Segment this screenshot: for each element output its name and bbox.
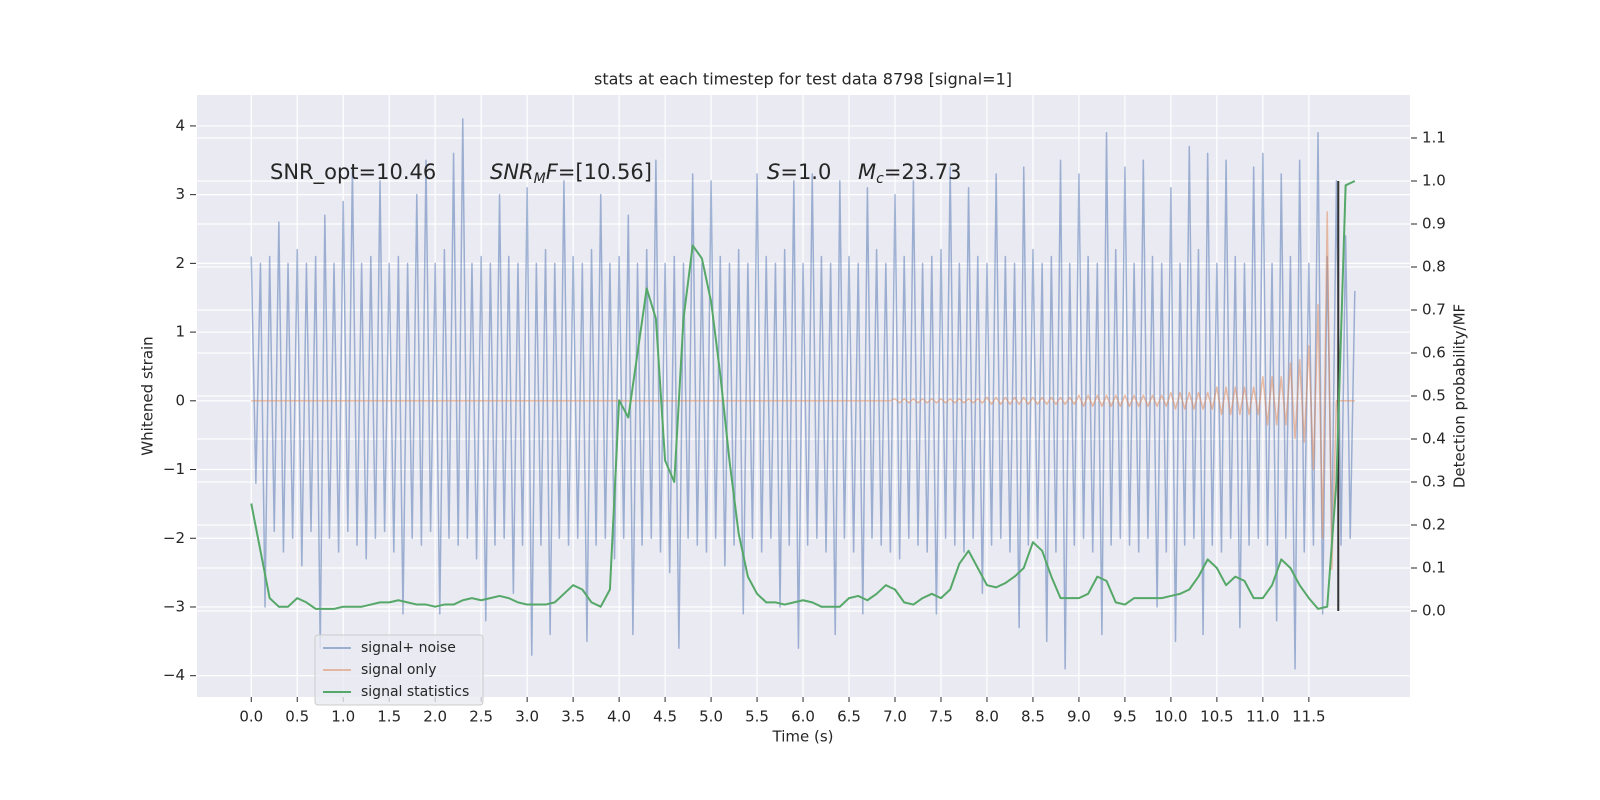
y-tick-label: −3 bbox=[163, 597, 185, 615]
y-tick-label: −2 bbox=[163, 529, 185, 547]
annotation-part: F bbox=[546, 160, 559, 184]
y2-tick-label: 0.4 bbox=[1422, 430, 1446, 448]
x-tick-label: 2.0 bbox=[423, 708, 447, 726]
x-tick-label: 10.5 bbox=[1200, 708, 1233, 726]
y-tick-label: −1 bbox=[163, 460, 185, 478]
legend-box bbox=[314, 634, 484, 706]
annotation-part: =[10.56] bbox=[558, 160, 652, 184]
axes: 0.0 0.5 1.0 1.5 2.0 2.5 3.0 3.5 4.0 4.5 5.0 5.5 6.0 6… bbox=[163, 116, 1446, 725]
x-tick-label: 4.0 bbox=[607, 708, 631, 726]
annotation-part: S bbox=[767, 160, 780, 184]
y2-tick-label: 0.7 bbox=[1422, 301, 1446, 319]
y2-tick-label: 0.9 bbox=[1422, 215, 1446, 233]
y2-tick-label: 0.8 bbox=[1422, 258, 1446, 276]
x-tick-label: 2.5 bbox=[469, 708, 493, 726]
annotation: Mc=23.73 bbox=[858, 160, 962, 187]
x-tick-label: 3.0 bbox=[515, 708, 539, 726]
annotation-part: =1.0 bbox=[780, 160, 831, 184]
x-tick-label: 3.5 bbox=[561, 708, 585, 726]
annotation-part: c bbox=[876, 171, 884, 187]
y-tick-label: −4 bbox=[163, 666, 185, 684]
x-tick-label: 1.5 bbox=[377, 708, 401, 726]
annotation: SNRMF=[10.56] bbox=[490, 160, 652, 187]
legend-label: signal+ noise bbox=[361, 640, 456, 656]
x-tick-label: 0.0 bbox=[239, 708, 263, 726]
x-tick-label: 5.5 bbox=[745, 708, 769, 726]
x-tick-label: 8.0 bbox=[975, 708, 999, 726]
y2-tick-label: 0.1 bbox=[1422, 559, 1446, 577]
x-tick-label: 6.0 bbox=[791, 708, 815, 726]
annotation-part: =23.73 bbox=[884, 160, 962, 184]
x-tick-label: 8.5 bbox=[1021, 708, 1045, 726]
y2-tick-label: 0.6 bbox=[1422, 344, 1446, 362]
x-tick-label: 11.0 bbox=[1246, 708, 1279, 726]
x-tick-label: 6.5 bbox=[837, 708, 861, 726]
x-tick-label: 1.0 bbox=[331, 708, 355, 726]
y-tick-label: 3 bbox=[175, 185, 185, 203]
y2-tick-label: 0.0 bbox=[1422, 602, 1446, 620]
annotation-part: M bbox=[858, 160, 876, 184]
legend-label: signal only bbox=[361, 662, 436, 678]
x-tick-label: 4.5 bbox=[653, 708, 677, 726]
y2-tick-label: 1.1 bbox=[1422, 129, 1446, 147]
annotation-part: M bbox=[534, 171, 546, 187]
annotation: S=1.0 bbox=[767, 160, 831, 184]
y-tick-label: 2 bbox=[175, 254, 185, 272]
legend-label: signal statistics bbox=[361, 684, 469, 700]
y2-tick-label: 0.2 bbox=[1422, 516, 1446, 534]
x-tick-label: 5.0 bbox=[699, 708, 723, 726]
annotation-part: SNR_opt=10.46 bbox=[270, 160, 436, 185]
x-tick-label: 10.0 bbox=[1154, 708, 1187, 726]
series-line bbox=[250, 180, 1356, 610]
y2-tick-label: 0.5 bbox=[1422, 387, 1446, 405]
y-tick-label: 4 bbox=[175, 116, 185, 134]
x-tick-label: 0.5 bbox=[285, 708, 309, 726]
y2-axis-label: Detection probability/MF bbox=[1451, 304, 1469, 488]
y-axis-label: Whitened strain bbox=[139, 336, 157, 455]
x-tick-label: 11.5 bbox=[1292, 708, 1325, 726]
annotation-part: SNR bbox=[490, 160, 534, 184]
x-tick-label: 7.5 bbox=[929, 708, 953, 726]
x-tick-label: 9.0 bbox=[1067, 708, 1091, 726]
annotation: SNR_opt=10.46 bbox=[270, 160, 436, 185]
x-tick-label: 9.5 bbox=[1113, 708, 1137, 726]
legend: signal+ noise signal only signal statistic… bbox=[314, 634, 484, 706]
plot bbox=[250, 118, 1356, 670]
x-axis-label: Time (s) bbox=[772, 728, 834, 746]
series-line bbox=[250, 118, 1356, 670]
y-tick-label: 1 bbox=[175, 323, 185, 341]
y-tick-label: 0 bbox=[175, 391, 185, 409]
chart-title: stats at each timestep for test data 879… bbox=[594, 70, 1012, 89]
y2-tick-label: 1.0 bbox=[1422, 172, 1446, 190]
y2-tick-label: 0.3 bbox=[1422, 473, 1446, 491]
series-line bbox=[251, 211, 1355, 570]
x-tick-label: 7.0 bbox=[883, 708, 907, 726]
